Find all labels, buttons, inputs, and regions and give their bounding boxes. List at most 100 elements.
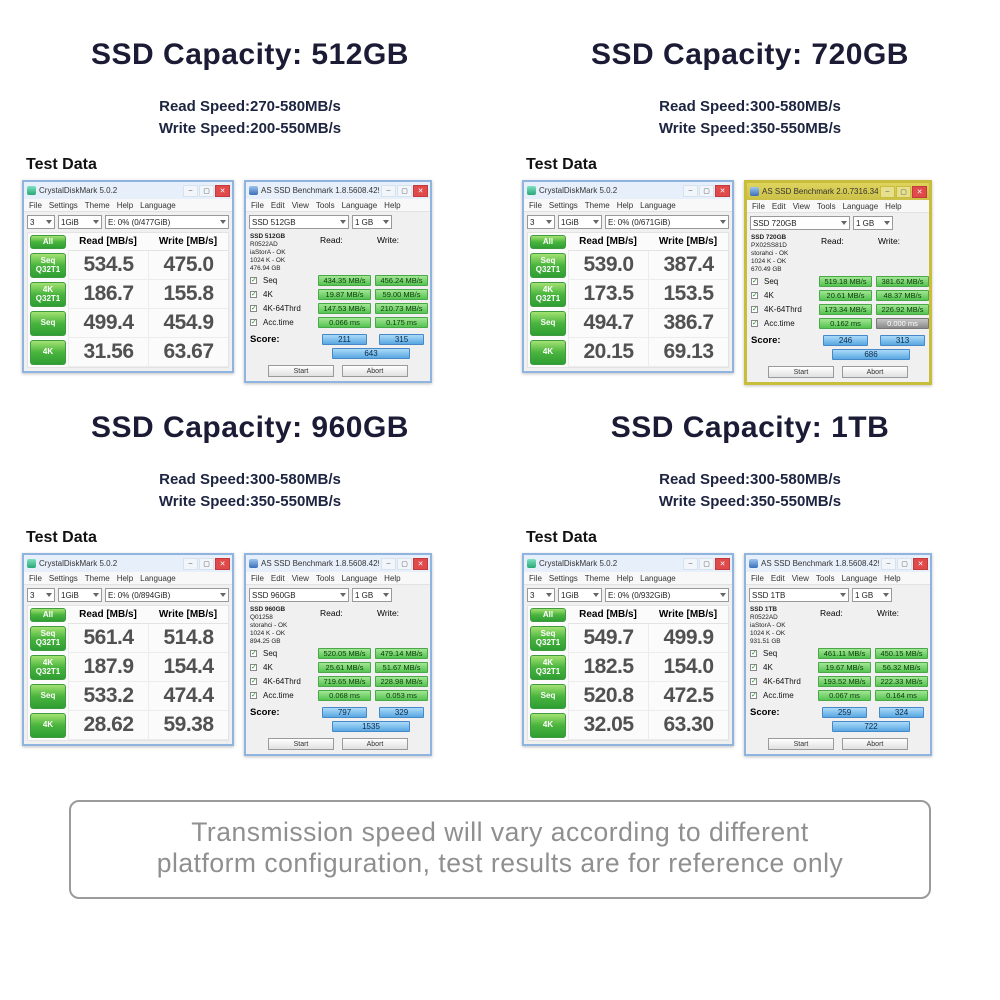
maximize-icon[interactable] xyxy=(199,184,214,197)
4k-button[interactable]: 4K xyxy=(30,713,66,738)
menu-help[interactable]: Help xyxy=(116,200,134,210)
menu-theme[interactable]: Theme xyxy=(584,573,610,583)
seq-button[interactable]: Seq xyxy=(530,311,566,336)
test-size-dropdown[interactable]: 1GiB xyxy=(58,588,102,602)
menu-file[interactable]: File xyxy=(29,200,42,210)
abort-button[interactable]: Abort xyxy=(342,738,408,750)
minimize-icon[interactable] xyxy=(183,184,198,197)
test-count-dropdown[interactable]: 3 xyxy=(527,588,555,602)
checkbox-checked-icon[interactable] xyxy=(250,649,257,657)
4k-q32t1-button[interactable]: 4K Q32T1 xyxy=(530,655,566,680)
target-drive-dropdown[interactable]: E: 0% (0/932GiB) xyxy=(605,588,729,602)
checkbox-checked-icon[interactable] xyxy=(751,277,758,285)
close-icon[interactable] xyxy=(715,557,730,570)
maximize-icon[interactable] xyxy=(397,557,412,570)
test-count-dropdown[interactable]: 3 xyxy=(27,215,55,229)
maximize-icon[interactable] xyxy=(199,557,214,570)
maximize-icon[interactable] xyxy=(896,185,911,198)
drive-select-dropdown[interactable]: SSD 1TB xyxy=(749,588,849,602)
menu-file[interactable]: File xyxy=(251,573,264,583)
seq-q32t1-button[interactable]: Seq Q32T1 xyxy=(30,626,66,651)
seq-q32t1-button[interactable]: Seq Q32T1 xyxy=(30,253,66,278)
target-drive-dropdown[interactable]: E: 0% (0/671GiB) xyxy=(605,215,729,229)
checkbox-checked-icon[interactable] xyxy=(250,276,257,284)
checkbox-checked-icon[interactable] xyxy=(250,677,257,685)
test-count-dropdown[interactable]: 3 xyxy=(527,215,555,229)
4k-button[interactable]: 4K xyxy=(30,340,66,365)
menu-help[interactable]: Help xyxy=(616,200,634,210)
menu-file[interactable]: File xyxy=(751,573,764,583)
maximize-icon[interactable] xyxy=(699,184,714,197)
menu-view[interactable]: View xyxy=(792,201,810,211)
menu-language[interactable]: Language xyxy=(341,573,378,583)
4k-button[interactable]: 4K xyxy=(530,340,566,365)
test-size-dropdown[interactable]: 1 GB xyxy=(853,216,893,230)
start-button[interactable]: Start xyxy=(768,366,834,378)
close-icon[interactable] xyxy=(215,557,230,570)
checkbox-checked-icon[interactable] xyxy=(751,305,758,313)
checkbox-checked-icon[interactable] xyxy=(750,649,757,657)
checkbox-checked-icon[interactable] xyxy=(250,663,257,671)
drive-select-dropdown[interactable]: SSD 720GB xyxy=(750,216,850,230)
test-size-dropdown[interactable]: 1 GB xyxy=(852,588,892,602)
checkbox-checked-icon[interactable] xyxy=(750,691,757,699)
close-icon[interactable] xyxy=(912,185,927,198)
menu-file[interactable]: File xyxy=(529,573,542,583)
4k-q32t1-button[interactable]: 4K Q32T1 xyxy=(530,282,566,307)
menu-settings[interactable]: Settings xyxy=(48,200,78,210)
menu-language[interactable]: Language xyxy=(140,573,176,583)
menu-view[interactable]: View xyxy=(291,200,309,210)
menu-edit[interactable]: Edit xyxy=(770,573,785,583)
menu-file[interactable]: File xyxy=(529,200,542,210)
menu-view[interactable]: View xyxy=(791,573,809,583)
seq-button[interactable]: Seq xyxy=(530,684,566,709)
menu-help[interactable]: Help xyxy=(384,573,401,583)
checkbox-checked-icon[interactable] xyxy=(250,304,257,312)
seq-button[interactable]: Seq xyxy=(30,311,66,336)
minimize-icon[interactable] xyxy=(381,557,396,570)
abort-button[interactable]: Abort xyxy=(842,366,908,378)
menu-help[interactable]: Help xyxy=(885,201,902,211)
all-test-button[interactable]: All xyxy=(30,608,66,622)
menu-settings[interactable]: Settings xyxy=(548,200,578,210)
test-size-dropdown[interactable]: 1 GB xyxy=(352,215,392,229)
menu-language[interactable]: Language xyxy=(842,201,879,211)
checkbox-checked-icon[interactable] xyxy=(750,677,757,685)
menu-help[interactable]: Help xyxy=(884,573,901,583)
test-count-dropdown[interactable]: 3 xyxy=(27,588,55,602)
checkbox-checked-icon[interactable] xyxy=(250,691,257,699)
minimize-icon[interactable] xyxy=(183,557,198,570)
menu-help[interactable]: Help xyxy=(384,200,401,210)
drive-select-dropdown[interactable]: SSD 960GB xyxy=(249,588,349,602)
all-test-button[interactable]: All xyxy=(530,608,566,622)
checkbox-checked-icon[interactable] xyxy=(750,663,757,671)
minimize-icon[interactable] xyxy=(683,184,698,197)
menu-language[interactable]: Language xyxy=(640,200,676,210)
menu-theme[interactable]: Theme xyxy=(84,573,110,583)
checkbox-checked-icon[interactable] xyxy=(751,319,758,327)
menu-language[interactable]: Language xyxy=(341,200,378,210)
test-size-dropdown[interactable]: 1 GB xyxy=(352,588,392,602)
seq-q32t1-button[interactable]: Seq Q32T1 xyxy=(530,626,566,651)
minimize-icon[interactable] xyxy=(381,184,396,197)
start-button[interactable]: Start xyxy=(768,738,834,750)
minimize-icon[interactable] xyxy=(880,185,895,198)
4k-q32t1-button[interactable]: 4K Q32T1 xyxy=(30,282,66,307)
seq-q32t1-button[interactable]: Seq Q32T1 xyxy=(530,253,566,278)
checkbox-checked-icon[interactable] xyxy=(250,290,257,298)
seq-button[interactable]: Seq xyxy=(30,684,66,709)
4k-button[interactable]: 4K xyxy=(530,713,566,738)
minimize-icon[interactable] xyxy=(683,557,698,570)
menu-file[interactable]: File xyxy=(29,573,42,583)
menu-file[interactable]: File xyxy=(251,200,264,210)
close-icon[interactable] xyxy=(215,184,230,197)
menu-theme[interactable]: Theme xyxy=(584,200,610,210)
test-size-dropdown[interactable]: 1GiB xyxy=(58,215,102,229)
menu-settings[interactable]: Settings xyxy=(548,573,578,583)
abort-button[interactable]: Abort xyxy=(342,365,408,377)
test-size-dropdown[interactable]: 1GiB xyxy=(558,215,602,229)
menu-edit[interactable]: Edit xyxy=(771,201,786,211)
menu-language[interactable]: Language xyxy=(841,573,878,583)
checkbox-checked-icon[interactable] xyxy=(751,291,758,299)
test-size-dropdown[interactable]: 1GiB xyxy=(558,588,602,602)
